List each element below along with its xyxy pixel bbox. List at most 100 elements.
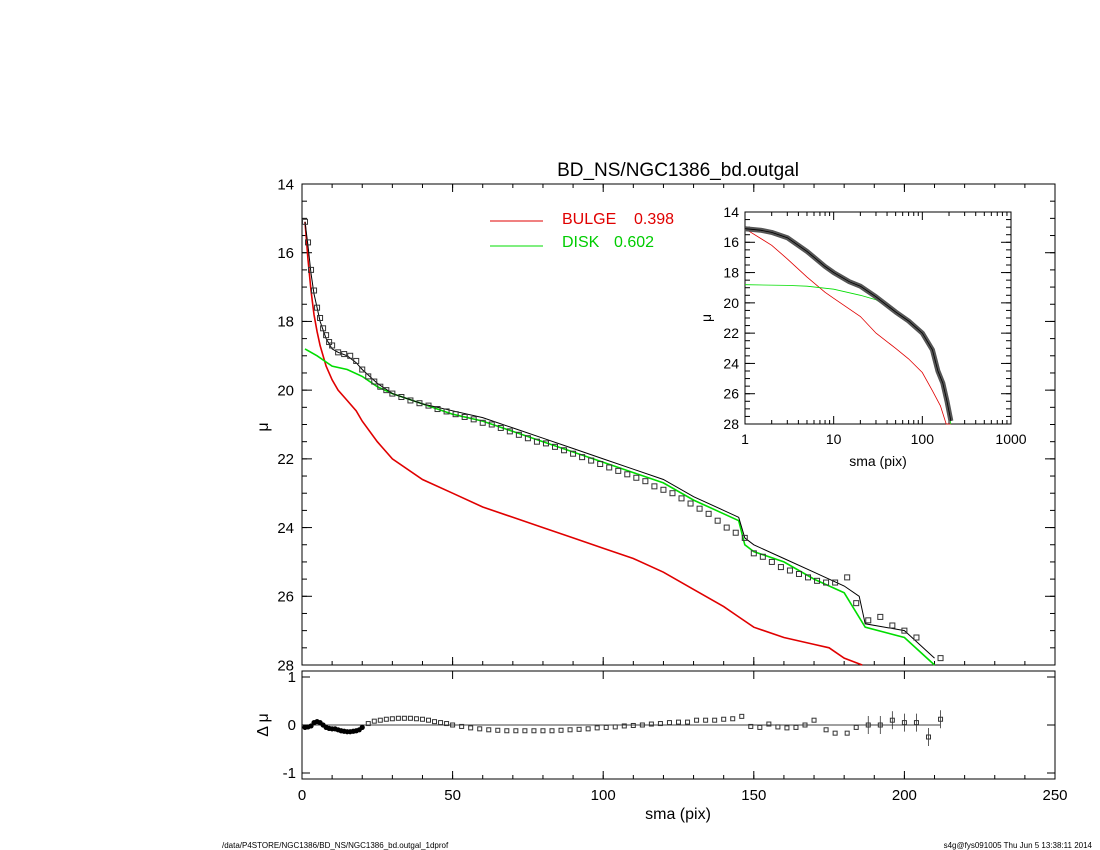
residual-point bbox=[694, 717, 700, 723]
data-point bbox=[786, 567, 793, 574]
inset-ylabel: μ bbox=[698, 314, 714, 322]
data-point bbox=[329, 342, 336, 349]
data-point bbox=[588, 457, 595, 464]
residual-point bbox=[477, 726, 483, 732]
residual-point bbox=[793, 724, 799, 730]
data-point bbox=[723, 524, 730, 531]
residual-xlabel: sma (pix) bbox=[645, 806, 711, 823]
data-point bbox=[398, 394, 405, 401]
data-point bbox=[497, 424, 504, 431]
legend-disk-label: DISK bbox=[562, 234, 600, 251]
residual-point bbox=[603, 724, 609, 730]
residual-point bbox=[811, 717, 817, 723]
x-tick-label: 100 bbox=[591, 787, 616, 804]
disk-line bbox=[304, 348, 936, 666]
data-point bbox=[389, 390, 396, 397]
main-ylabel: μ bbox=[255, 422, 272, 431]
residual-point bbox=[676, 719, 681, 725]
y-tick-label: 14 bbox=[723, 204, 739, 220]
x-tick-label: 10 bbox=[826, 431, 842, 447]
y-tick-label: 26 bbox=[723, 386, 739, 402]
y-tick-label: 24 bbox=[723, 355, 739, 371]
y-tick-label: 22 bbox=[277, 451, 294, 468]
data-point bbox=[542, 440, 549, 447]
data-point bbox=[633, 474, 640, 481]
y-tick-label: 20 bbox=[723, 295, 739, 311]
data-point bbox=[308, 266, 315, 273]
residual-point bbox=[712, 717, 718, 723]
data-point bbox=[359, 366, 366, 373]
residual-point bbox=[612, 724, 618, 730]
residual-point bbox=[639, 722, 645, 728]
residual-point bbox=[748, 723, 754, 729]
data-point bbox=[795, 570, 802, 577]
data-point bbox=[750, 550, 757, 557]
inset-plot: 1 10 100 1000 14 16 18 20 22 24 26 28 bbox=[723, 204, 1026, 447]
data-point bbox=[320, 325, 327, 332]
x-tick-label: 50 bbox=[444, 787, 461, 804]
data-point bbox=[714, 517, 721, 524]
legend-disk-value: 0.602 bbox=[614, 234, 654, 251]
residual-point bbox=[558, 727, 564, 733]
residual-point bbox=[585, 726, 591, 732]
data-point bbox=[624, 471, 631, 478]
residual-point bbox=[444, 721, 450, 727]
residual-point bbox=[567, 727, 573, 733]
residual-point bbox=[377, 717, 383, 723]
residual-ylabel: Δ μ bbox=[255, 713, 272, 736]
data-point bbox=[606, 464, 613, 471]
data-point bbox=[311, 287, 318, 294]
residual-point bbox=[832, 730, 838, 736]
data-point bbox=[347, 352, 354, 359]
data-point bbox=[353, 357, 360, 364]
data-point bbox=[377, 383, 384, 390]
residual-point bbox=[802, 722, 808, 728]
residual-point bbox=[401, 715, 407, 721]
data-point bbox=[488, 421, 495, 428]
residual-point bbox=[395, 715, 401, 721]
data-point bbox=[335, 349, 342, 356]
data-point bbox=[416, 400, 423, 407]
data-point bbox=[615, 467, 622, 474]
x-tick-label: 250 bbox=[1042, 787, 1067, 804]
data-point bbox=[314, 304, 321, 311]
data-point bbox=[705, 510, 712, 517]
footer-path: /data/P4STORE/NGC1386/BD_NS/NGC1386_bd.o… bbox=[222, 841, 449, 850]
x-tick-label: 100 bbox=[911, 431, 935, 447]
data-point bbox=[678, 495, 685, 502]
data-point bbox=[877, 613, 884, 620]
residual-point bbox=[365, 721, 371, 727]
data-point bbox=[777, 564, 784, 571]
legend-bulge-value: 0.398 bbox=[634, 211, 674, 228]
data-point bbox=[317, 314, 324, 321]
y-tick-label: 1 bbox=[288, 669, 296, 686]
residual-point bbox=[504, 728, 510, 734]
residual-point bbox=[426, 717, 432, 723]
bulge-line bbox=[304, 221, 863, 666]
data-point bbox=[305, 239, 312, 246]
residual-point bbox=[739, 713, 745, 719]
chart-title: BD_NS/NGC1386_bd.outgal bbox=[557, 160, 799, 181]
data-point bbox=[561, 447, 568, 454]
residual-point bbox=[666, 720, 672, 726]
inset-bulge-line bbox=[744, 228, 951, 425]
data-point bbox=[461, 413, 468, 420]
y-tick-label: 20 bbox=[277, 382, 294, 399]
data-point bbox=[425, 402, 432, 409]
residual-point bbox=[459, 723, 465, 729]
data-point bbox=[326, 339, 333, 346]
residual-point bbox=[853, 724, 859, 730]
x-tick-label: 150 bbox=[741, 787, 766, 804]
y-tick-label: 14 bbox=[277, 176, 294, 193]
residual-point bbox=[389, 716, 395, 722]
data-point bbox=[642, 478, 649, 485]
y-tick-label: 26 bbox=[277, 589, 294, 606]
data-point bbox=[865, 617, 872, 624]
data-point bbox=[579, 454, 586, 461]
data-point bbox=[383, 387, 390, 394]
x-tick-label: 200 bbox=[892, 787, 917, 804]
residual-point bbox=[775, 724, 781, 730]
inset-xlabel: sma (pix) bbox=[849, 453, 907, 469]
data-point bbox=[913, 634, 920, 641]
data-point bbox=[515, 431, 522, 438]
